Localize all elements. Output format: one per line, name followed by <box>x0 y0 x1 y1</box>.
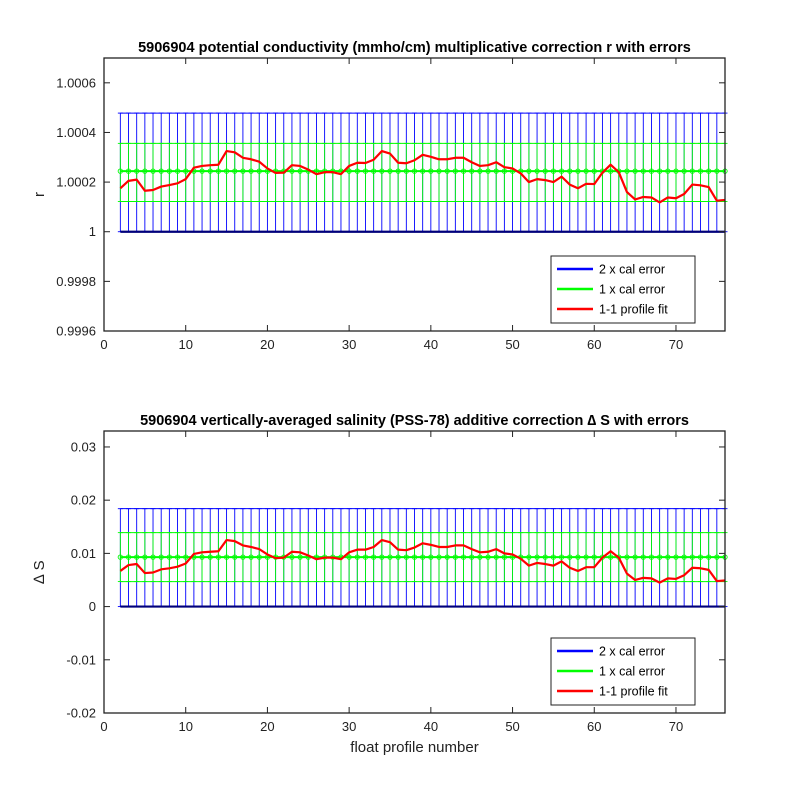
one-x-cal-error-bars <box>117 142 728 202</box>
x-tick-label: 10 <box>178 719 192 734</box>
y-tick-label: -0.01 <box>66 652 96 667</box>
y-axis-label: r <box>31 192 48 197</box>
chart-title: 5906904 potential conductivity (mmho/cm)… <box>138 40 691 56</box>
x-tick-label: 0 <box>100 719 107 734</box>
axes-frame <box>103 57 726 332</box>
x-tick-label: 20 <box>260 337 274 352</box>
y-axis-label: ∆ S <box>31 560 48 583</box>
y-tick-label: 0.02 <box>71 493 96 508</box>
y-tick-label: 1.0004 <box>56 125 96 140</box>
x-tick-label: 70 <box>669 719 683 734</box>
y-tick-label: 1.0002 <box>56 175 96 190</box>
legend-label: 1 x cal error <box>599 283 665 297</box>
x-tick-label: 30 <box>342 337 356 352</box>
chart-title: 5906904 vertically-averaged salinity (PS… <box>140 413 689 429</box>
legend-label: 1 x cal error <box>599 665 665 679</box>
y-tick-label: -0.02 <box>66 706 96 721</box>
x-tick-label: 60 <box>587 337 601 352</box>
legend-label: 1-1 profile fit <box>599 685 668 699</box>
y-tick-label: 0.01 <box>71 546 96 561</box>
x-tick-label: 60 <box>587 719 601 734</box>
one-x-cal-error-bars <box>117 532 728 583</box>
axes-frame <box>103 430 726 714</box>
legend: 2 x cal error 1 x cal error 1-1 profile fi… <box>550 637 696 706</box>
x-tick-label: 50 <box>505 337 519 352</box>
y-tick-label: 0.9998 <box>56 274 96 289</box>
x-tick-label: 40 <box>424 719 438 734</box>
profile-fit-line <box>119 149 726 204</box>
x-tick-label: 50 <box>505 719 519 734</box>
legend-label: 2 x cal error <box>599 263 665 277</box>
x-tick-label: 70 <box>669 337 683 352</box>
y-tick-label: 0.9996 <box>56 324 96 339</box>
x-tick-label: 20 <box>260 719 274 734</box>
legend-label: 1-1 profile fit <box>599 303 668 317</box>
x-tick-label: 30 <box>342 719 356 734</box>
x-axis-label: float profile number <box>350 739 478 756</box>
profile-fit-line <box>119 538 726 584</box>
legend-label: 2 x cal error <box>599 645 665 659</box>
x-tick-label: 40 <box>424 337 438 352</box>
y-tick-label: 0.03 <box>71 439 96 454</box>
y-tick-label: 1.0006 <box>56 75 96 90</box>
bottom-salinity-correction-panel: 0 10 20 30 40 50 60 70 -0.02 -0.01 0 0.01 0.02 0.03 59… <box>31 413 728 756</box>
y-tick-label: 0 <box>89 599 96 614</box>
x-tick-label: 10 <box>178 337 192 352</box>
y-tick-label: 1 <box>89 224 96 239</box>
x-tick-label: 0 <box>100 337 107 352</box>
legend: 2 x cal error 1 x cal error 1-1 profile fi… <box>550 255 696 324</box>
top-conductivity-correction-panel: 0 10 20 30 40 50 60 70 0.9996 0.9998 1 1.0002 1.0004… <box>31 40 728 352</box>
